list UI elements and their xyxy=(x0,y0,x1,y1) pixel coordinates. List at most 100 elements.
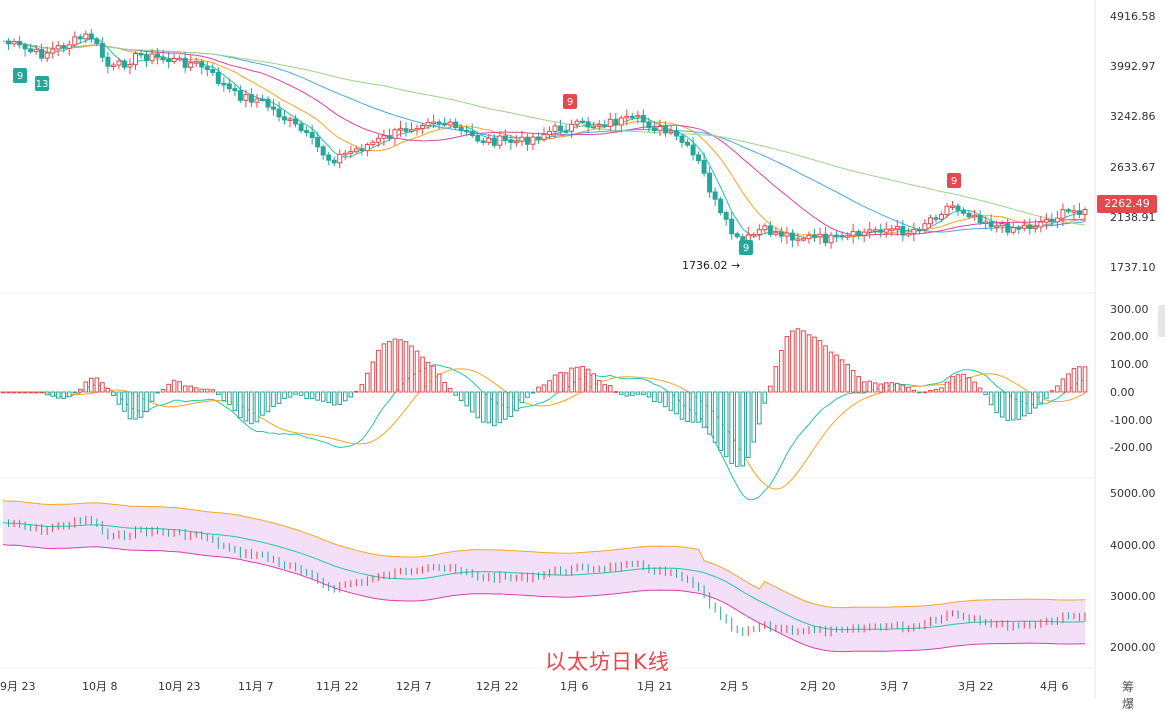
macd-bar xyxy=(133,391,138,420)
macd-bar xyxy=(872,382,878,393)
macd-bar xyxy=(177,381,182,393)
candle-body xyxy=(1010,227,1016,233)
macd-bar xyxy=(315,391,320,401)
macd-bar xyxy=(293,391,298,395)
candle-body xyxy=(425,121,431,127)
macd-bar xyxy=(856,375,861,393)
macd-histogram xyxy=(0,328,1088,467)
macd-bar xyxy=(127,391,133,420)
candle-body xyxy=(166,58,172,62)
band-lower xyxy=(2,544,1086,653)
macd-bar xyxy=(28,391,33,394)
candle-body xyxy=(508,139,514,143)
macd-bar xyxy=(193,387,199,393)
y-tick-label: 3992.97 xyxy=(1110,60,1156,73)
macd-bar xyxy=(966,377,972,393)
macd-bar xyxy=(458,391,464,402)
macd-bar xyxy=(160,388,166,393)
macd-bar xyxy=(370,361,376,393)
candle-body xyxy=(613,118,619,126)
td-marker-label: 13 xyxy=(36,79,49,90)
x-tick-label: 10月 8 xyxy=(82,680,118,693)
macd-bar xyxy=(249,391,254,425)
macd-bar xyxy=(221,391,227,402)
macd-bar xyxy=(72,391,78,394)
candle-body xyxy=(442,122,448,126)
macd-bar xyxy=(817,340,823,393)
macd-bar xyxy=(525,391,530,398)
x-tick-label: 3月 7 xyxy=(880,680,909,693)
macd-bar xyxy=(166,383,171,393)
candle-body xyxy=(916,228,922,232)
candle-body xyxy=(298,123,304,132)
candle-body xyxy=(773,231,779,235)
macd-bar xyxy=(955,374,961,393)
candle-body xyxy=(983,221,989,224)
candle-body xyxy=(353,148,359,153)
y-tick-label: 2000.00 xyxy=(1110,641,1156,654)
macd-bar xyxy=(1033,391,1038,409)
candle-body xyxy=(121,60,127,68)
x-tick-label: 10月 23 xyxy=(158,680,201,693)
candle-body xyxy=(751,233,757,237)
macd-bar xyxy=(580,366,585,393)
y-tick-label: 4916.58 xyxy=(1110,10,1156,23)
y-tick-label: 3000.00 xyxy=(1110,590,1156,603)
macd-bar xyxy=(122,391,127,412)
candle-body xyxy=(812,234,817,238)
macd-bar xyxy=(442,382,447,393)
macd-bar xyxy=(116,391,122,405)
macd-bar xyxy=(11,391,17,394)
macd-bar xyxy=(403,341,409,393)
candle-body xyxy=(403,128,409,132)
candle-body xyxy=(828,234,834,244)
candles xyxy=(6,28,1088,637)
td-marker-label: 9 xyxy=(17,71,23,82)
macd-bar xyxy=(685,391,690,422)
candle-body xyxy=(204,66,210,71)
candle-body xyxy=(17,40,23,46)
candle-body xyxy=(304,130,310,134)
candle-body xyxy=(447,121,453,126)
candle-body xyxy=(77,36,83,40)
td-marker-box xyxy=(35,76,49,91)
macd-bar xyxy=(1005,391,1011,421)
x-tick-label: 11月 22 xyxy=(316,680,359,693)
candle-body xyxy=(44,52,50,59)
macd-bar xyxy=(210,389,216,393)
indicator-lines xyxy=(2,37,1086,501)
macd-bar xyxy=(723,391,729,458)
scroll-handle[interactable] xyxy=(1158,305,1165,337)
macd-bar xyxy=(271,391,276,408)
macd-bar xyxy=(663,391,668,408)
macd-bar xyxy=(696,391,701,423)
macd-bar xyxy=(182,385,188,393)
td-marker-box xyxy=(947,173,961,188)
macd-bar xyxy=(420,356,425,393)
macd-bar xyxy=(972,381,977,393)
candle-body xyxy=(326,154,332,161)
candle-body xyxy=(320,146,326,156)
candle-body xyxy=(800,238,806,241)
macd-bar xyxy=(613,391,619,393)
candle-body xyxy=(966,212,972,218)
candle-body xyxy=(679,135,685,143)
last-price-badge: 2262.49 xyxy=(1097,195,1157,213)
candle-body xyxy=(497,135,503,146)
macd-bar xyxy=(635,391,641,395)
candle-body xyxy=(155,53,161,58)
candle-body xyxy=(955,205,961,211)
candle-body xyxy=(795,238,801,241)
candle-body xyxy=(210,69,216,73)
candle-body xyxy=(662,125,668,134)
candle-body xyxy=(72,36,78,46)
macd-bar xyxy=(895,382,900,393)
macd-bar xyxy=(641,391,646,396)
macd-bar xyxy=(906,386,911,393)
macd-bar xyxy=(337,391,343,406)
macd-bar xyxy=(50,391,55,397)
macd-bar xyxy=(596,379,602,393)
candle-body xyxy=(950,205,956,208)
candle-body xyxy=(171,57,177,62)
candle-body xyxy=(961,209,967,214)
